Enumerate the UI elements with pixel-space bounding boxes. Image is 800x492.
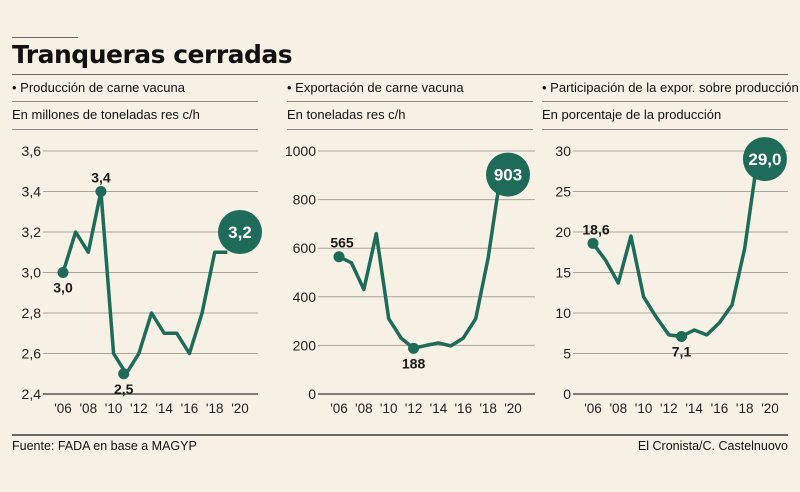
annotated-point (95, 186, 107, 197)
panel-rule (287, 129, 533, 130)
x-tick-label: '08 (609, 401, 627, 416)
y-tick-label: 200 (293, 337, 317, 353)
panel-title: • Producción de carne vacuna (12, 80, 185, 95)
panel-rule (542, 101, 788, 102)
point-label: 565 (330, 235, 354, 251)
panel-unit-label: En porcentaje de la producción (542, 107, 722, 122)
annotated-point (676, 330, 687, 342)
x-tick-label: '06 (330, 401, 348, 416)
x-tick-label: '14 (430, 401, 448, 416)
x-tick-label: '08 (79, 401, 97, 416)
x-tick-label: '20 (504, 401, 522, 416)
annotated-point (118, 368, 130, 380)
y-tick-label: 30 (555, 143, 571, 159)
x-tick-label: '14 (685, 401, 703, 416)
x-tick-label: '18 (206, 401, 224, 416)
x-tick-label: '16 (454, 401, 472, 416)
y-tick-label: 2,6 (22, 346, 42, 362)
panel-unit-label: En millones de toneladas res c/h (12, 107, 200, 122)
y-tick-label: 3,6 (22, 143, 42, 159)
x-tick-label: '10 (105, 401, 123, 416)
x-tick-label: '16 (711, 401, 729, 416)
y-tick-label: 25 (555, 184, 571, 200)
highlight-bubble (218, 210, 262, 254)
point-label: 3,0 (53, 280, 73, 296)
annotated-point (333, 251, 345, 263)
y-tick-label: 3,0 (22, 265, 42, 281)
y-tick-label: 1000 (285, 143, 316, 159)
y-tick-label: 10 (555, 305, 571, 321)
highlight-bubble (486, 152, 531, 197)
x-tick-label: '10 (380, 401, 398, 416)
y-tick-label: 800 (293, 192, 317, 208)
top-accent-rule (12, 37, 78, 38)
panel-rule (12, 101, 258, 102)
title-rule (12, 74, 788, 75)
x-tick-label: '14 (155, 401, 173, 416)
x-tick-label: '10 (635, 401, 653, 416)
point-label: 3,4 (91, 170, 111, 186)
point-label: 18,6 (582, 221, 609, 237)
panel-rule (287, 101, 533, 102)
panel-unit-label: En toneladas res c/h (287, 107, 406, 122)
x-tick-label: '08 (355, 401, 373, 416)
y-tick-label: 0 (563, 386, 571, 402)
footer-rule (12, 434, 788, 436)
point-label: 188 (402, 355, 426, 371)
y-tick-label: 15 (555, 265, 571, 281)
source-note: Fuente: FADA en base a MAGYP (12, 439, 197, 453)
panel-title: • Participación de la expor. sobre produ… (542, 80, 799, 95)
annotated-point (408, 342, 420, 354)
x-tick-label: '06 (54, 401, 72, 416)
series-line (61, 189, 228, 376)
x-tick-label: '12 (405, 401, 423, 416)
annotated-point (587, 237, 599, 249)
y-tick-label: 2,8 (22, 305, 42, 321)
y-tick-label: 3,2 (22, 224, 42, 240)
series-line (338, 174, 503, 351)
x-tick-label: '12 (660, 401, 678, 416)
y-tick-label: 400 (293, 289, 317, 305)
series-line (591, 158, 760, 339)
y-tick-label: 5 (563, 346, 571, 362)
panel-rule (542, 129, 788, 130)
y-tick-label: 20 (555, 224, 571, 240)
y-tick-label: 0 (308, 386, 316, 402)
y-tick-label: 2,4 (22, 386, 42, 402)
x-tick-label: '18 (479, 401, 497, 416)
point-label: 2,5 (114, 381, 134, 397)
x-tick-label: '16 (181, 401, 199, 416)
highlight-bubble (742, 137, 787, 182)
y-tick-label: 3,4 (22, 184, 42, 200)
annotated-point (57, 267, 69, 278)
highlight-value: 29,0 (748, 150, 781, 169)
x-tick-label: '06 (584, 401, 602, 416)
x-tick-label: '20 (761, 401, 779, 416)
panel-rule (12, 129, 258, 130)
x-tick-label: '12 (130, 401, 148, 416)
page-title: Tranqueras cerradas (12, 40, 293, 69)
credit-note: El Cronista/C. Castelnuovo (637, 439, 788, 453)
x-tick-label: '18 (736, 401, 754, 416)
highlight-value: 903 (494, 166, 522, 185)
highlight-value: 3,2 (228, 223, 252, 242)
point-label: 7,1 (672, 343, 692, 359)
y-tick-label: 600 (293, 240, 317, 256)
x-tick-label: '20 (231, 401, 249, 416)
panel-title: • Exportación de carne vacuna (287, 80, 464, 95)
